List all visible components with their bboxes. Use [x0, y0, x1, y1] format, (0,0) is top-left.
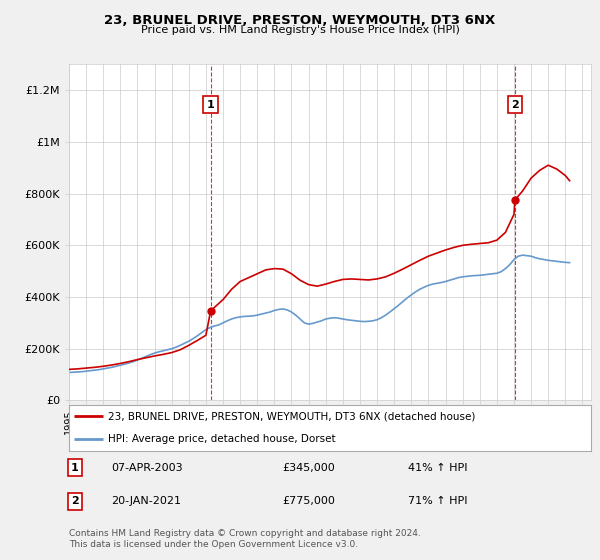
- Text: £345,000: £345,000: [282, 463, 335, 473]
- Text: 41% ↑ HPI: 41% ↑ HPI: [408, 463, 467, 473]
- Text: 20-JAN-2021: 20-JAN-2021: [111, 496, 181, 506]
- Text: 2: 2: [71, 496, 79, 506]
- Text: Contains HM Land Registry data © Crown copyright and database right 2024.
This d: Contains HM Land Registry data © Crown c…: [69, 529, 421, 549]
- Text: 07-APR-2003: 07-APR-2003: [111, 463, 182, 473]
- Text: Price paid vs. HM Land Registry's House Price Index (HPI): Price paid vs. HM Land Registry's House …: [140, 25, 460, 35]
- Text: £775,000: £775,000: [282, 496, 335, 506]
- Text: 23, BRUNEL DRIVE, PRESTON, WEYMOUTH, DT3 6NX: 23, BRUNEL DRIVE, PRESTON, WEYMOUTH, DT3…: [104, 14, 496, 27]
- Text: 71% ↑ HPI: 71% ↑ HPI: [408, 496, 467, 506]
- Text: 2: 2: [511, 100, 519, 110]
- Text: HPI: Average price, detached house, Dorset: HPI: Average price, detached house, Dors…: [108, 435, 336, 444]
- Text: 23, BRUNEL DRIVE, PRESTON, WEYMOUTH, DT3 6NX (detached house): 23, BRUNEL DRIVE, PRESTON, WEYMOUTH, DT3…: [108, 412, 476, 421]
- Text: 1: 1: [71, 463, 79, 473]
- Text: 1: 1: [206, 100, 214, 110]
